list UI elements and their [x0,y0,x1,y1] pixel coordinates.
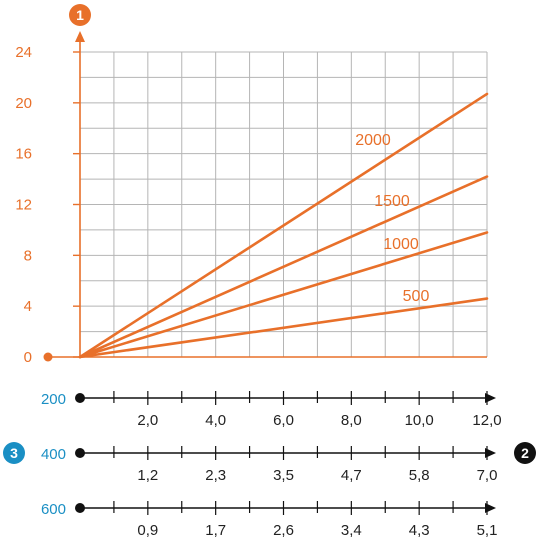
x-axis-arrow-600 [485,503,496,513]
origin-marker [43,352,53,362]
y-tick-label: 0 [24,349,32,366]
series-label-2000: 2000 [355,132,391,149]
x-tick-label: 5,1 [477,522,498,539]
rows-badge [3,442,25,464]
x-tick-label: 3,5 [273,467,294,484]
x-axis-badge-label: 2 [521,445,529,461]
y-tick-label: 24 [15,44,32,61]
x-tick-label: 1,7 [205,522,226,539]
x-tick-label: 4,0 [205,412,226,429]
x-tick-label: 4,3 [409,522,430,539]
y-tick-label: 8 [24,247,32,264]
x-tick-label: 8,0 [341,412,362,429]
series-label-1500: 1500 [374,193,410,210]
x-tick-label: 10,0 [405,412,434,429]
y-axis-arrow [75,31,85,42]
x-tick-label: 3,4 [341,522,362,539]
y-tick-label: 16 [15,146,32,163]
x-tick-label: 2,6 [273,522,294,539]
x-axis-origin-dot-400 [75,448,85,458]
x-tick-label: 1,2 [137,467,158,484]
series-label-500: 500 [403,288,430,305]
y-tick-label: 20 [15,95,32,112]
series-line-1000 [78,231,489,359]
y-tick-label: 12 [15,197,32,214]
x-axis-row-label-400: 400 [41,446,66,463]
x-tick-label: 6,0 [273,412,294,429]
x-tick-label: 0,9 [137,522,158,539]
x-axis-origin-dot-600 [75,503,85,513]
y-axis-badge [69,4,91,26]
series-line-2000 [78,92,489,359]
x-axis-arrow-200 [485,393,496,403]
series-label-1000: 1000 [383,236,419,253]
y-axis-badge-label: 1 [76,7,84,23]
rows-badge-label: 3 [10,445,18,461]
x-tick-label: 2,0 [137,412,158,429]
x-axis-origin-dot-200 [75,393,85,403]
series-line-500 [78,297,489,359]
x-tick-label: 12,0 [472,412,501,429]
series-line-1500 [78,175,489,359]
x-tick-label: 2,3 [205,467,226,484]
x-tick-label: 5,8 [409,467,430,484]
x-tick-label: 4,7 [341,467,362,484]
x-axis-arrow-400 [485,448,496,458]
x-axis-row-label-600: 600 [41,501,66,518]
y-tick-label: 4 [24,298,32,315]
x-axis-badge [514,442,536,464]
x-axis-row-label-200: 200 [41,391,66,408]
x-tick-label: 7,0 [477,467,498,484]
